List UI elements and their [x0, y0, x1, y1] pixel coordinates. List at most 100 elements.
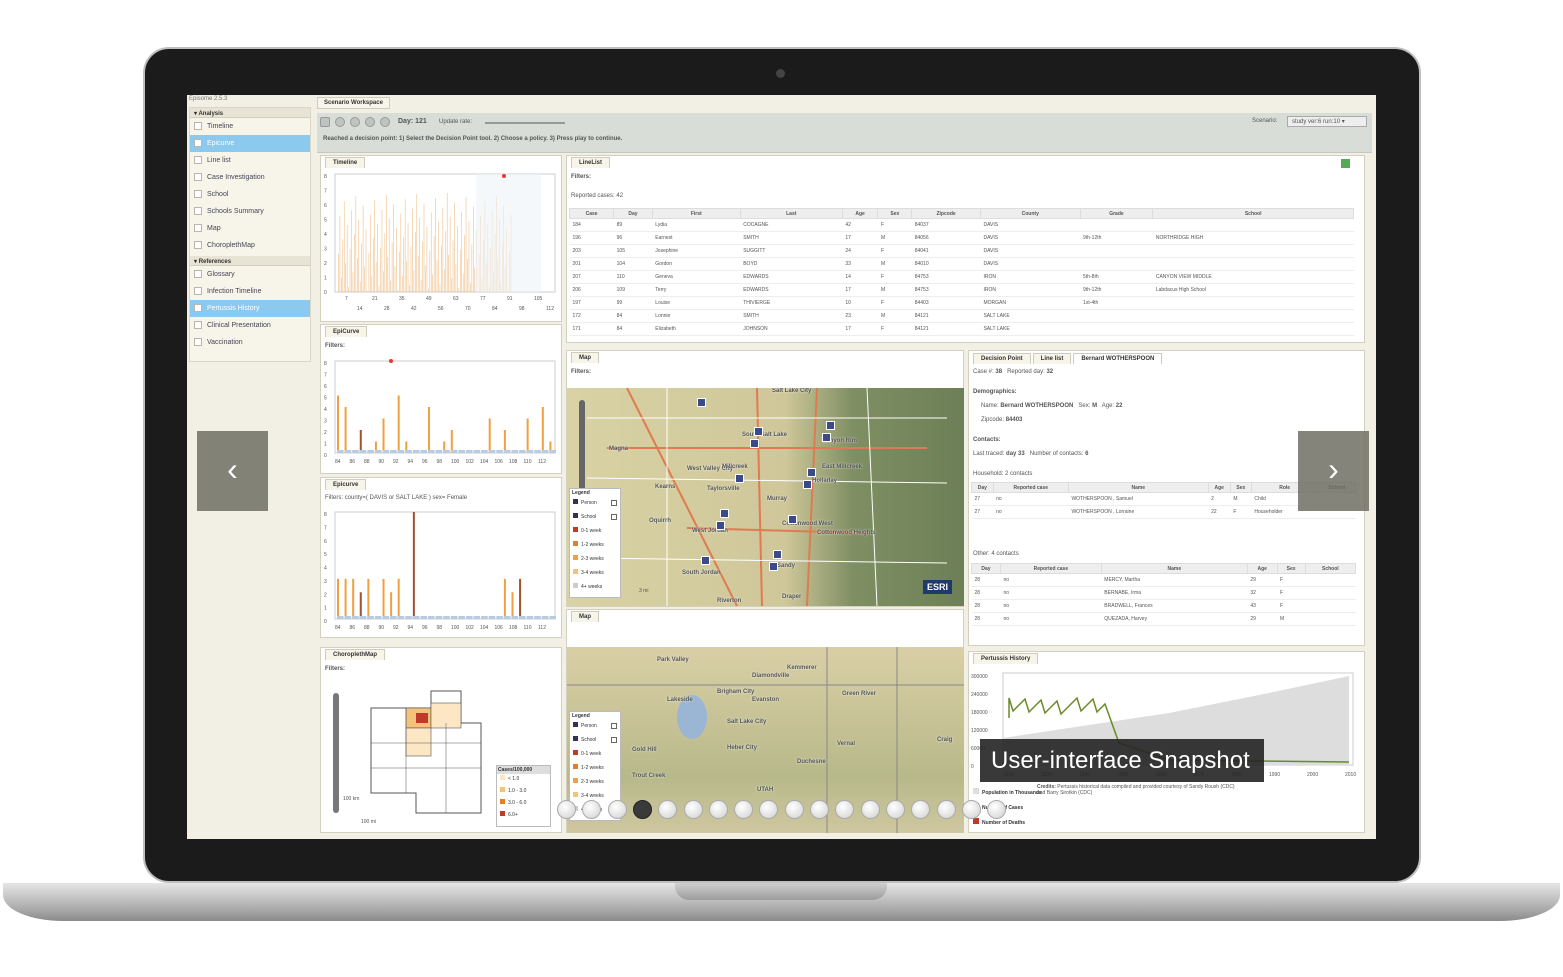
carousel-dot[interactable] [632, 800, 652, 819]
step-back-button[interactable] [350, 117, 360, 127]
person-marker-icon[interactable] [769, 562, 778, 571]
tab-investigation-0[interactable]: Decision Point [973, 353, 1031, 364]
sidebar-item-glossary[interactable]: Glossary [190, 266, 310, 283]
sidebar-item-clinical-presentation[interactable]: Clinical Presentation [190, 317, 310, 334]
person-marker-icon[interactable] [788, 515, 797, 524]
tab-map2[interactable]: Map [571, 611, 599, 622]
person-marker-icon[interactable] [716, 521, 725, 530]
references-header[interactable]: ▾ References [190, 256, 310, 266]
play-button[interactable] [365, 117, 375, 127]
linelist-header[interactable]: School [1152, 208, 1354, 219]
carousel-dot[interactable] [911, 800, 931, 819]
step-forward-button[interactable] [380, 117, 390, 127]
linelist-header[interactable]: County [979, 208, 1081, 219]
person-marker-icon[interactable] [826, 421, 835, 430]
carousel-dot[interactable] [885, 800, 905, 819]
carousel-dot[interactable] [961, 800, 981, 819]
sidebar-item-schools-summary[interactable]: Schools Summary [190, 203, 310, 220]
table-row[interactable]: 206 109 Terry EDWARDS 17 M 84753 IRON 9th-12th La… [569, 283, 1354, 297]
carousel-dot[interactable] [658, 800, 678, 819]
sidebar-item-choroplethmap[interactable]: ChoroplethMap [190, 237, 310, 254]
tab-epicurve[interactable]: EpiCurve [325, 326, 368, 337]
legend-checkbox[interactable] [611, 723, 617, 729]
table-row[interactable]: 203 105 Josephine SUGGITT 24 F 84041 DAVIS [569, 244, 1354, 258]
carousel-dot[interactable] [759, 800, 779, 819]
table-row[interactable]: 28 no MERCY, Martha 29 F [971, 573, 1356, 587]
carousel-dot[interactable] [810, 800, 829, 819]
table-row[interactable]: 28 no BRADWELL, Frances 43 F [971, 599, 1356, 613]
tab-pertussis-history[interactable]: Pertussis History [973, 653, 1039, 664]
carousel-dot[interactable] [784, 800, 804, 819]
tab-investigation-2[interactable]: Bernard WOTHERSPOON [1073, 353, 1163, 364]
export-icon[interactable] [1341, 159, 1350, 168]
table-row[interactable]: 172 84 Lonnie SMITH 23 M 84121 SALT LAKE [569, 309, 1354, 323]
person-marker-icon[interactable] [754, 427, 763, 436]
carousel-prev-button[interactable]: ‹ [197, 431, 268, 511]
carousel-dot[interactable] [936, 800, 956, 819]
person-marker-icon[interactable] [822, 433, 831, 442]
linelist-header[interactable]: Age [841, 208, 879, 219]
linelist-header[interactable]: Grade [1079, 208, 1154, 219]
tab-map[interactable]: Map [571, 352, 599, 363]
legend-checkbox[interactable] [611, 500, 617, 506]
carousel-dot[interactable] [835, 800, 855, 819]
table-row[interactable]: 184 89 Lydia COCAGNE 42 F 84037 DAVIS [569, 218, 1354, 232]
linelist-header[interactable]: Last [739, 208, 843, 219]
carousel-dot[interactable] [557, 800, 576, 819]
tab-investigation-1[interactable]: Line list [1032, 353, 1072, 364]
tab-linelist[interactable]: LineList [571, 157, 611, 168]
person-marker-icon[interactable] [735, 474, 744, 483]
carousel-dot[interactable] [582, 800, 602, 819]
carousel-dot[interactable] [683, 800, 703, 819]
person-marker-icon[interactable] [720, 509, 729, 518]
timeline-selection[interactable] [476, 174, 541, 292]
carousel-dot[interactable] [860, 800, 880, 819]
linelist-header[interactable]: First [651, 208, 741, 219]
linelist-header[interactable]: Case [568, 208, 615, 219]
table-row[interactable]: 201 104 Gordon BOYD 33 M 84010 DAVIS [569, 257, 1354, 271]
rewind-button[interactable] [335, 117, 345, 127]
tab-choropleth[interactable]: ChoroplethMap [325, 649, 385, 660]
carousel-dot[interactable] [708, 800, 728, 819]
carousel-next-button[interactable]: › [1298, 431, 1369, 511]
tab-timeline[interactable]: Timeline [325, 157, 366, 168]
table-row[interactable]: 171 84 Elizabeth JOHNSON 17 F 84121 SALT LAKE [569, 322, 1354, 336]
scenario-select[interactable]: study ver:6 run:10 ▾ [1287, 116, 1367, 127]
carousel-dot[interactable] [987, 800, 1007, 819]
carousel-dot[interactable] [607, 800, 627, 819]
sidebar-item-vaccination[interactable]: Vaccination [190, 334, 310, 351]
person-marker-icon[interactable] [750, 439, 759, 448]
sidebar-item-epicurve[interactable]: Epicurve [190, 135, 310, 152]
linelist-header[interactable]: Zipcode [911, 208, 981, 219]
lock-icon[interactable] [320, 117, 330, 127]
sidebar-item-case-investigation[interactable]: Case Investigation [190, 169, 310, 186]
sidebar-item-infection-timeline[interactable]: Infection Timeline [190, 283, 310, 300]
table-row[interactable]: 207 110 Geneva EDWARDS 14 F 84753 IRON 5th-8th CA… [569, 270, 1354, 284]
table-row[interactable]: 197 99 Louise THIVIERGE 10 F 84403 MORGAN 1st-4t… [569, 296, 1354, 310]
person-marker-icon[interactable] [697, 398, 706, 407]
sidebar-item-school[interactable]: School [190, 186, 310, 203]
person-marker-icon[interactable] [773, 550, 782, 559]
linelist-header[interactable]: Sex [877, 208, 913, 219]
tab-epicurve-filtered[interactable]: Epicurve [325, 479, 367, 490]
table-row[interactable]: 28 no QUEZADA, Harvey 29 M [971, 612, 1356, 626]
sidebar-item-pertussis-history[interactable]: Pertussis History [190, 300, 310, 317]
person-marker-icon[interactable] [807, 468, 816, 477]
legend-checkbox[interactable] [611, 737, 617, 743]
legend-checkbox[interactable] [611, 514, 617, 520]
sidebar-item-line-list[interactable]: Line list [190, 152, 310, 169]
carousel-dot[interactable] [734, 800, 754, 819]
analysis-header[interactable]: ▾ Analysis [190, 108, 310, 118]
workspace-tab[interactable]: Scenario Workspace [317, 97, 390, 109]
table-row[interactable]: 27 no WOTHERSPOON , Lorraine 22 F Householder [971, 505, 1356, 519]
update-rate-slider[interactable] [485, 122, 565, 124]
sidebar-item-timeline[interactable]: Timeline [190, 118, 310, 135]
table-row[interactable]: 196 96 Earnest SMITH 17 M 84056 DAVIS 9th-12th NO… [569, 231, 1354, 245]
map-view[interactable]: Salt Lake City Magna West Valley City Millc… [567, 388, 964, 606]
person-marker-icon[interactable] [701, 556, 710, 565]
linelist-header[interactable]: Day [613, 208, 653, 219]
table-row[interactable]: 28 no BERNABE, Irma 32 F [971, 586, 1356, 600]
zoom-slider[interactable] [333, 693, 339, 813]
sidebar-item-map[interactable]: Map [190, 220, 310, 237]
person-marker-icon[interactable] [803, 480, 812, 489]
